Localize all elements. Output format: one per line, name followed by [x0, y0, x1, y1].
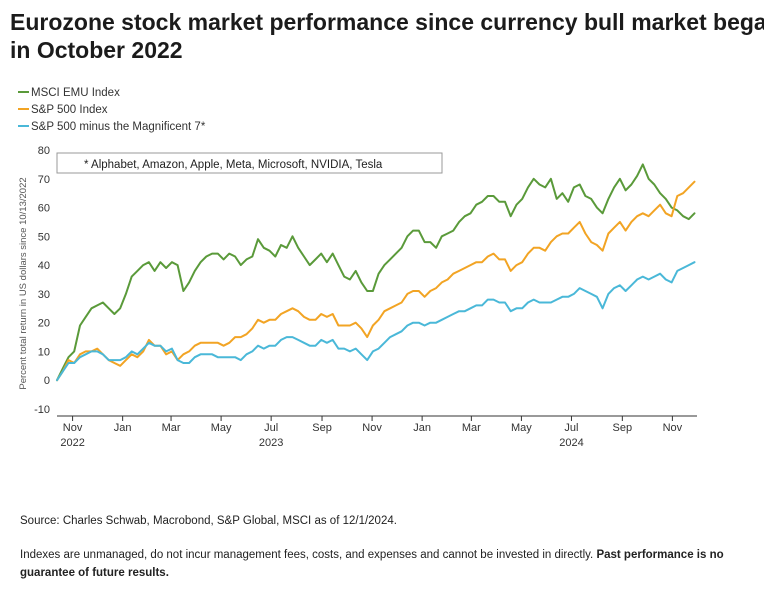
x-tick-label: Sep [312, 422, 332, 434]
y-tick-label: 50 [38, 231, 50, 243]
chart-area: MSCI EMU Index S&P 500 Index S&P 500 minus… [18, 87, 697, 449]
x-tick-label: Nov [362, 422, 382, 434]
x-tick-label: Mar [462, 422, 481, 434]
x-tick-label: Jul [564, 422, 578, 434]
disclaimer-text: Indexes are unmanaged, do not incur mana… [20, 549, 594, 561]
disclaimer-bold: Past performance is no guarantee of futu… [20, 549, 724, 579]
y-tick-label: 70 [38, 174, 50, 186]
disclaimer: Indexes are unmanaged, do not incur mana… [20, 546, 750, 582]
x-tick-label: Nov [63, 422, 83, 434]
legend-label: MSCI EMU Index [31, 87, 120, 99]
x-tick-label: Nov [663, 422, 683, 434]
series-line [56, 261, 696, 382]
x-year-label: 2024 [559, 437, 583, 449]
x-tick-label: May [511, 422, 532, 434]
x-year-label: 2023 [259, 437, 283, 449]
legend: MSCI EMU Index S&P 500 Index S&P 500 minus… [18, 87, 206, 133]
y-axis-label: Percent total return in US dollars since… [18, 177, 29, 389]
y-tick-label: 80 [38, 145, 50, 157]
y-tick-label: 30 [38, 289, 50, 301]
source-note: Source: Charles Schwab, Macrobond, S&P G… [20, 515, 397, 527]
annotation-text: * Alphabet, Amazon, Apple, Meta, Microso… [84, 159, 383, 171]
y-tick-label: 20 [38, 318, 50, 330]
y-tick-label: 0 [44, 375, 50, 387]
y-tick-label: 60 [38, 203, 50, 215]
x-tick-label: May [211, 422, 232, 434]
x-tick-label: Sep [613, 422, 633, 434]
y-tick-label: 10 [38, 346, 50, 358]
x-year-label: 2022 [60, 437, 84, 449]
series-line [56, 180, 696, 382]
legend-label: S&P 500 Index [31, 104, 108, 116]
x-tick-label: Jul [264, 422, 278, 434]
y-tick-label: 40 [38, 260, 50, 272]
x-tick-label: Jan [413, 422, 431, 434]
annotation-box: * Alphabet, Amazon, Apple, Meta, Microso… [56, 152, 443, 174]
y-axis: -10 0 10 20 30 40 50 60 70 80 Percent total return… [18, 145, 50, 416]
x-tick-label: Mar [162, 422, 181, 434]
legend-label: S&P 500 minus the Magnificent 7* [31, 121, 206, 133]
chart-title: Eurozone stock market performance since … [10, 9, 764, 63]
x-tick-label: Jan [114, 422, 132, 434]
series-line [56, 163, 696, 382]
series-lines [56, 163, 696, 382]
x-axis: Nov 2022 Jan Mar May Jul 2023 Sep Nov Jan Mar May Ju… [57, 415, 697, 449]
y-tick-label: -10 [34, 404, 50, 416]
